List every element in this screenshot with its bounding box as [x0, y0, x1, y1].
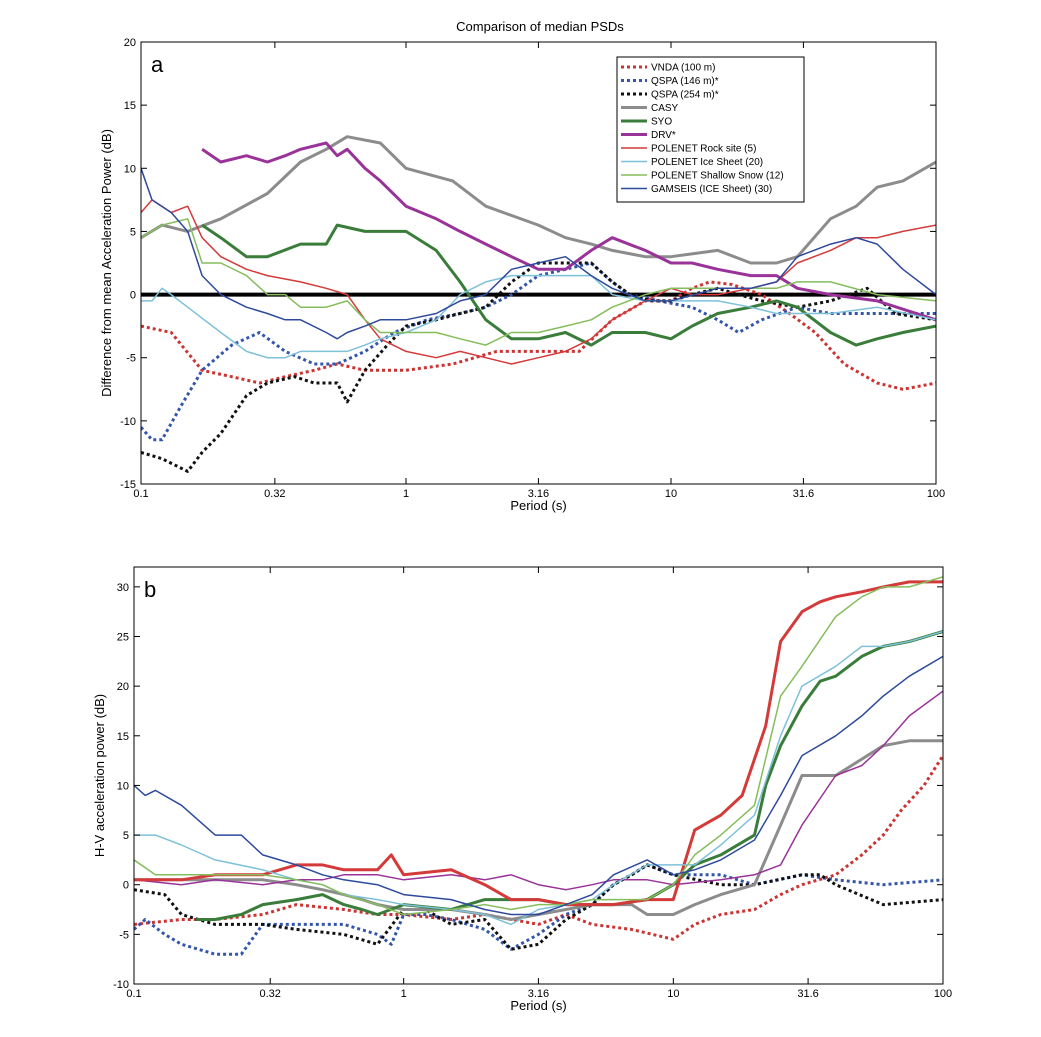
x-tick-label: 3.16 [528, 988, 549, 1000]
x-tick-label: 10 [665, 488, 677, 500]
series-line-8 [134, 576, 943, 916]
series-line-6 [134, 580, 943, 907]
legend-entry-6: POLENET Rock site (5) [651, 144, 756, 155]
y-tick-label: 15 [124, 100, 136, 112]
panel-label: b [144, 577, 156, 602]
y-tick-label: 5 [130, 226, 136, 238]
panel-label: a [151, 52, 164, 77]
series-line-3 [141, 135, 936, 265]
panel-a-chart: 0.1 0.32 1 3.16 10 31.6 100 -15 -10 -5 0 5 10 15 20 Per… [99, 37, 945, 513]
series-line-0 [141, 280, 936, 391]
legend-entry-2: QSPA (254 m)* [651, 90, 719, 101]
series-line-5 [201, 141, 936, 322]
series-line-9 [134, 655, 943, 916]
y-tick-label: 15 [117, 731, 129, 743]
x-axis-label: Period (s) [510, 498, 566, 513]
series-lines [134, 576, 943, 956]
legend-entry-0: VNDA (100 m) [651, 63, 715, 74]
y-tick-label: 0 [130, 290, 136, 302]
y-tick-label: -10 [113, 979, 129, 991]
y-tick-label: 20 [117, 681, 129, 693]
series-line-2 [134, 863, 943, 951]
y-tick-label: 10 [117, 780, 129, 792]
y-tick-label: 10 [124, 163, 136, 175]
legend-box [616, 56, 805, 203]
panel-b-chart: 0.1 0.32 1 3.16 10 31.6 100 -10 -5 0 5 10 15 20 25 30 Pe… [92, 566, 952, 1013]
legend-entry-8: POLENET Shallow Snow (12) [651, 171, 784, 182]
y-tick-label: 30 [117, 582, 129, 594]
legend-entry-4: SYO [651, 117, 672, 128]
y-tick-label: 0 [123, 880, 129, 892]
series-line-6 [141, 199, 936, 365]
x-tick-label: 31.6 [793, 488, 814, 500]
legend-entry-7: POLENET Ice Sheet (20) [651, 157, 763, 168]
series-line-3 [134, 739, 943, 921]
legend: VNDA (100 m) QSPA (146 m)* QSPA (254 m)* CA… [616, 56, 805, 203]
series-lines [141, 135, 936, 473]
series-line-1 [141, 261, 936, 442]
series-line-0 [134, 754, 943, 941]
x-tick-label: 10 [667, 988, 679, 1000]
x-tick-label: 0.1 [126, 988, 141, 1000]
x-tick-label: 1 [403, 488, 409, 500]
y-tick-label: -5 [119, 929, 129, 941]
x-tick-label: 0.32 [260, 988, 281, 1000]
legend-entry-1: QSPA (146 m)* [651, 76, 719, 87]
x-tick-label: 31.6 [797, 988, 818, 1000]
y-tick-label: 20 [124, 37, 136, 49]
series-line-4 [201, 223, 936, 347]
series-line-5 [134, 690, 943, 891]
series-line-9 [141, 168, 936, 340]
y-tick-label: -10 [120, 416, 136, 428]
y-tick-label: -5 [126, 353, 136, 365]
x-tick-label: 1 [401, 988, 407, 1000]
y-tick-label: 5 [123, 830, 129, 842]
figure-title: Comparison of median PSDs [456, 19, 624, 34]
series-line-8 [141, 218, 936, 346]
legend-entry-3: CASY [651, 103, 679, 114]
x-tick-label: 3.16 [528, 488, 549, 500]
y-axis-label: H-V acceleration power (dB) [92, 694, 107, 857]
x-tick-label: 100 [927, 488, 945, 500]
y-tick-label: 25 [117, 632, 129, 644]
x-tick-label: 0.1 [133, 488, 148, 500]
y-axis-label: Difference from mean Acceleration Power … [99, 129, 114, 397]
y-tick-label: -15 [120, 479, 136, 491]
x-tick-label: 0.32 [264, 488, 285, 500]
series-line-2 [141, 261, 936, 473]
legend-entry-5: DRV* [651, 130, 676, 141]
x-axis-label: Period (s) [510, 998, 566, 1013]
legend-entry-9: GAMSEIS (ICE Sheet) (30) [651, 184, 772, 195]
x-tick-label: 100 [934, 988, 952, 1000]
